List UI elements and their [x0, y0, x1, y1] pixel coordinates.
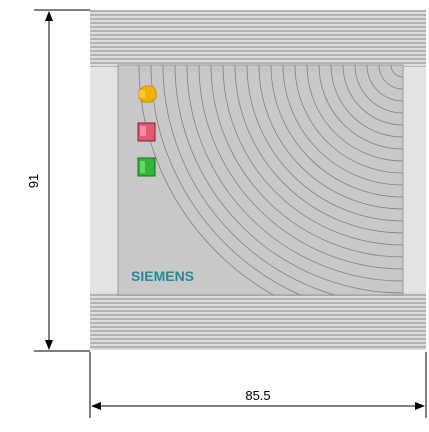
housing-top: [90, 10, 426, 67]
width-label: 85.5: [245, 388, 270, 403]
indicator-green-led-icon: [137, 157, 156, 177]
indicator-yellow-led-icon: [138, 85, 157, 103]
height-dimension: [34, 9, 90, 352]
indicator-red-led-icon: [137, 122, 156, 142]
housing-bottom: [90, 293, 426, 350]
width-dimension: [89, 352, 427, 418]
height-label: 91: [26, 174, 41, 188]
brand-label: SIEMENS: [131, 268, 194, 284]
front-panel: [117, 64, 404, 296]
